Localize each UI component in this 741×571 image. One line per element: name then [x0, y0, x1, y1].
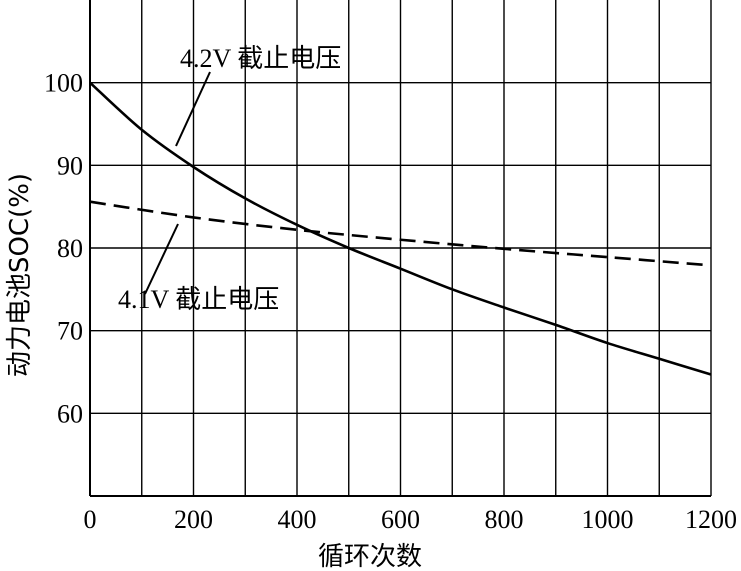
x-tick-label: 600	[381, 505, 420, 534]
x-tick-label: 0	[84, 505, 97, 534]
series-line-4-1v	[89, 200, 712, 267]
y-tick-label: 80	[57, 234, 83, 263]
y-axis-label: 动力电池SOC(%)	[5, 173, 35, 377]
annotation-label-4-2v: 4.2V 截止电压	[180, 44, 341, 73]
series-layer	[89, 81, 712, 376]
annotation-leader-4-1v	[144, 223, 179, 295]
y-tick-label: 70	[57, 317, 83, 346]
x-tick-label: 200	[174, 505, 213, 534]
x-tick-label: 400	[278, 505, 317, 534]
series-line-4-2v	[89, 81, 712, 376]
x-tick-label: 800	[485, 505, 524, 534]
y-tick-label: 100	[44, 69, 83, 98]
x-axis-label: 循环次数	[318, 542, 422, 571]
x-tick-label: 1000	[582, 505, 634, 534]
annotation-label-4-1v: 4.1V 截止电压	[118, 285, 279, 314]
x-tick-label: 1200	[685, 505, 737, 534]
x-tick-labels: 0 200 400 600 800 1000 1200	[84, 505, 738, 534]
annotation-leader-4-2v	[175, 71, 211, 147]
chart-grid	[89, 0, 712, 497]
y-tick-label: 90	[57, 151, 83, 180]
y-tick-labels: 60 70 80 90 100	[44, 69, 83, 429]
y-tick-label: 60	[57, 399, 83, 428]
